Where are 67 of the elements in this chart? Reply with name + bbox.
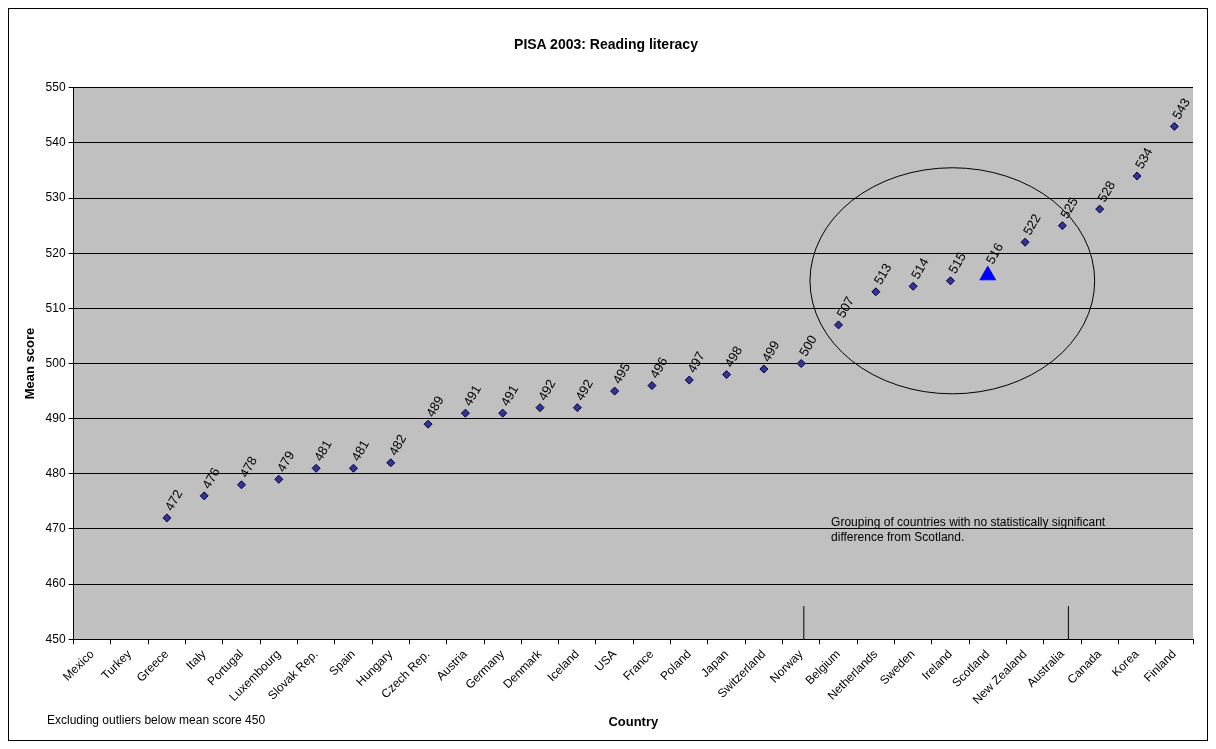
point xyxy=(498,408,508,418)
point xyxy=(572,403,582,413)
x-axis-title: Country xyxy=(608,713,659,729)
point xyxy=(759,364,769,374)
point xyxy=(871,287,881,297)
data-label: 492 xyxy=(534,376,559,403)
data-label: 534 xyxy=(1131,145,1156,172)
data-label: 515 xyxy=(945,249,969,277)
data-label: 481 xyxy=(348,437,372,464)
data-label: 507 xyxy=(833,293,858,321)
x-tick-label: USA xyxy=(591,646,620,675)
data-label: 522 xyxy=(1019,211,1044,238)
data-label: 472 xyxy=(161,486,186,514)
data-label: 491 xyxy=(497,382,522,409)
data-label: 500 xyxy=(795,332,820,359)
y-tick-label: 450 xyxy=(45,631,66,646)
point xyxy=(610,386,620,396)
y-tick-label: 520 xyxy=(45,245,66,260)
data-label: 482 xyxy=(385,431,410,459)
y-tick-label: 530 xyxy=(45,190,66,205)
y-tick-label: 510 xyxy=(45,300,66,315)
data-label: 479 xyxy=(273,448,298,475)
y-axis-title: Mean score xyxy=(22,327,38,400)
y-tick-label: 550 xyxy=(45,80,66,95)
point xyxy=(311,463,321,473)
point xyxy=(908,281,918,291)
data-label: 481 xyxy=(310,437,335,464)
point xyxy=(1169,121,1179,131)
y-tick-label: 470 xyxy=(45,521,66,536)
point xyxy=(1095,204,1105,214)
data-label: 513 xyxy=(870,260,895,288)
point xyxy=(945,276,955,286)
data-label: 492 xyxy=(572,376,596,403)
point xyxy=(237,480,247,490)
point xyxy=(722,370,732,380)
y-tick-label: 480 xyxy=(45,466,66,481)
y-tick-label: 540 xyxy=(45,135,66,150)
point xyxy=(535,403,545,413)
point xyxy=(348,463,358,473)
point xyxy=(423,419,433,429)
point xyxy=(834,320,844,330)
data-label: 525 xyxy=(1057,194,1081,221)
data-label: 543 xyxy=(1169,95,1193,122)
point xyxy=(199,491,209,501)
chart-title: PISA 2003: Reading literacy xyxy=(514,36,699,53)
y-tick-label: 460 xyxy=(45,576,66,591)
y-tick-label: 500 xyxy=(45,355,66,370)
data-label: 495 xyxy=(609,360,634,387)
point xyxy=(1132,171,1142,181)
data-label: 499 xyxy=(758,338,783,365)
point xyxy=(796,359,806,369)
data-label: 498 xyxy=(721,343,746,370)
y-tick-label: 490 xyxy=(45,410,66,425)
annotation: Grouping of countries with no statistically significant difference from Scotland. xyxy=(831,515,1106,545)
point xyxy=(460,408,470,418)
x-tick-label: Italy xyxy=(183,646,209,673)
point xyxy=(162,513,172,523)
point xyxy=(647,381,657,391)
data-label: 489 xyxy=(422,393,447,420)
point xyxy=(386,458,396,468)
point xyxy=(1057,221,1067,231)
text: Excluding outliers below mean score 450 xyxy=(47,713,266,727)
data-label: 514 xyxy=(907,255,932,282)
point xyxy=(274,474,284,484)
point xyxy=(1020,237,1030,247)
data-label: 491 xyxy=(460,382,484,409)
point xyxy=(684,375,694,385)
